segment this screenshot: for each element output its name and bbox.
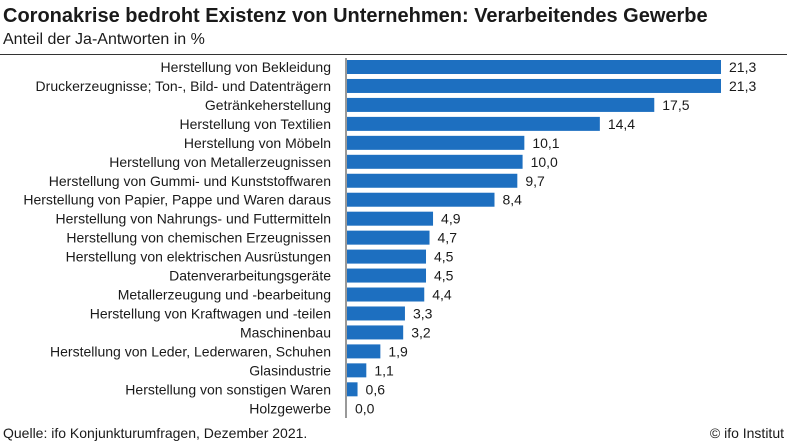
category-label: Herstellung von Gummi- und Kunststoffwar… [49, 173, 331, 189]
category-label: Herstellung von Textilien [180, 116, 332, 132]
value-label: 4,4 [432, 287, 452, 303]
category-label: Holzgewerbe [249, 400, 331, 416]
chart-subtitle: Anteil der Ja-Antworten in % [3, 31, 205, 48]
value-label: 3,2 [411, 324, 431, 340]
value-label: 3,3 [413, 305, 433, 321]
bar [347, 268, 427, 283]
category-label: Glasindustrie [249, 362, 331, 378]
bar [347, 97, 655, 112]
bar [347, 116, 600, 131]
bar [347, 60, 721, 74]
bar [347, 249, 427, 264]
value-label: 21,3 [729, 59, 756, 75]
category-label: Herstellung von Kraftwagen und -teilen [90, 305, 331, 321]
category-label: Herstellung von Bekleidung [161, 59, 331, 75]
value-label: 9,7 [525, 173, 545, 189]
value-label: 4,7 [438, 230, 458, 246]
value-label: 0,0 [355, 400, 375, 416]
value-label: 21,3 [729, 78, 756, 94]
category-label: Getränkeherstellung [205, 97, 331, 113]
bar [347, 211, 434, 226]
category-label: Herstellung von Metallerzeugnissen [109, 154, 331, 170]
value-label: 10,0 [531, 154, 558, 170]
category-label: Metallerzeugung und -bearbeitung [118, 287, 331, 303]
bar [347, 363, 367, 378]
copyright-credit: © ifo Institut [709, 425, 784, 441]
bar [347, 173, 518, 188]
bar [347, 325, 404, 340]
category-label: Datenverarbeitungsgeräte [169, 268, 331, 284]
bar [347, 230, 430, 245]
bar [347, 344, 381, 359]
value-label: 1,9 [388, 343, 408, 359]
category-label: Maschinenbau [240, 324, 331, 340]
value-label: 8,4 [502, 192, 522, 208]
category-label: Herstellung von Möbeln [184, 135, 331, 151]
source-note: Quelle: ifo Konjunkturumfragen, Dezember… [3, 425, 308, 441]
category-label: Herstellung von Papier, Pappe und Waren … [23, 192, 331, 208]
value-label: 1,1 [374, 362, 394, 378]
category-label: Herstellung von chemischen Erzeugnissen [66, 230, 331, 246]
value-label: 14,4 [608, 116, 635, 132]
category-label: Druckerzeugnisse; Ton-, Bild- und Datent… [36, 78, 331, 94]
value-label: 4,9 [441, 211, 461, 227]
bar [347, 287, 425, 302]
category-label: Herstellung von Leder, Lederwaren, Schuh… [50, 343, 331, 359]
chart-title: Coronakrise bedroht Existenz von Unterne… [3, 5, 708, 27]
category-label: Herstellung von Nahrungs- und Futtermitt… [56, 211, 331, 227]
value-label: 0,6 [366, 381, 386, 397]
bar [347, 154, 523, 169]
category-label: Herstellung von sonstigen Waren [125, 381, 331, 397]
bar-chart: Herstellung von Bekleidung 21,3 Druckerzeu… [23, 58, 756, 418]
value-label: 17,5 [662, 97, 689, 113]
title-rule [0, 54, 787, 55]
bar [347, 78, 721, 93]
value-label: 4,5 [434, 268, 454, 284]
bar [347, 192, 495, 207]
bar [347, 306, 405, 321]
value-label: 10,1 [532, 135, 559, 151]
category-label: Herstellung von elektrischen Ausrüstunge… [66, 249, 331, 265]
bar [347, 382, 358, 397]
value-label: 4,5 [434, 249, 454, 265]
bar [347, 135, 525, 150]
